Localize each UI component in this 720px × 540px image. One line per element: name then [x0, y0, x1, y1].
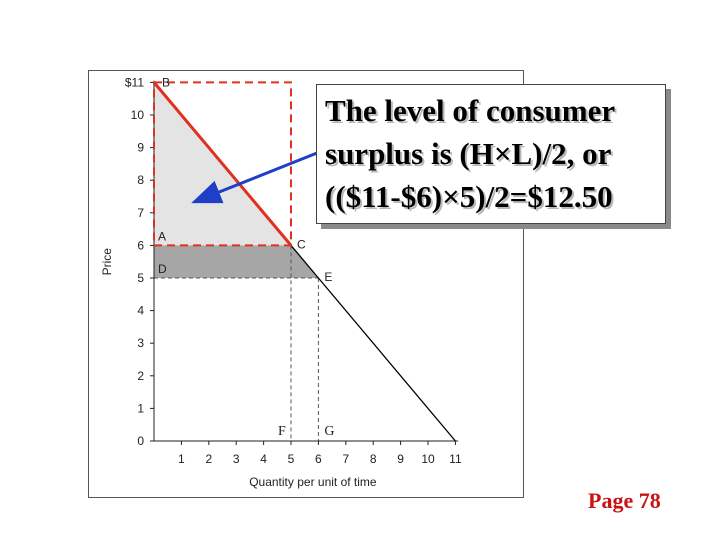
guide-lines [154, 245, 319, 441]
extra-surplus-area [154, 245, 319, 278]
demand-chart: 1 2 3 4 5 6 7 8 9 10 11 0 1 2 3 4 5 6 7 8 9 10 $11 Quantity per… [100, 75, 462, 489]
highlight-dashed-rectangle [153, 81, 292, 247]
arrow-group [191, 151, 318, 204]
x-tick-label: 10 [421, 452, 435, 466]
y-tick-label: 6 [137, 238, 144, 252]
x-axis-title: Quantity per unit of time [249, 475, 377, 489]
callout-line-3: (($11-$6)×5)/2=$12.50 [325, 179, 613, 214]
point-label-b: B [162, 75, 170, 89]
callout-line-1: The level of consumer [325, 93, 616, 128]
x-tick-label: 8 [370, 452, 377, 466]
point-label-f: F [278, 424, 286, 439]
page-number-label: Page 78 [588, 488, 661, 513]
x-tick-label: 4 [260, 452, 267, 466]
point-label-g: G [324, 424, 334, 439]
callout-arrow [191, 151, 318, 204]
y-tick-label: 3 [137, 336, 144, 350]
callout-line-2: surplus is (H×L)/2, or [325, 136, 612, 171]
y-tick-label: 8 [137, 173, 144, 187]
point-label-a: A [158, 229, 166, 243]
y-tick-label: 2 [137, 369, 144, 383]
x-tick-label: 11 [449, 452, 462, 466]
y-tick-label: 10 [131, 108, 145, 122]
x-tick-label: 3 [233, 452, 240, 466]
x-tick-label: 6 [315, 452, 322, 466]
labels-group: B A C D E F G [158, 75, 335, 439]
x-tick-label: 9 [397, 452, 404, 466]
y-tick-label: 4 [137, 304, 144, 318]
y-tick-label: 1 [137, 401, 144, 415]
point-label-c: C [297, 237, 306, 251]
x-tick-label: 2 [205, 452, 212, 466]
y-tick-label: 5 [137, 271, 144, 285]
y-axis-title: Price [100, 248, 114, 276]
highlight-group [152, 81, 293, 247]
point-label-e: E [324, 270, 332, 284]
callout-box: The level of consumer surplus is (H×L)/2… [316, 84, 666, 224]
y-tick-label: 0 [137, 434, 144, 448]
x-tick-label: 1 [178, 452, 185, 466]
highlight-red-segment [152, 81, 293, 247]
x-tick-label: 5 [288, 452, 295, 466]
y-tick-label: $11 [125, 75, 144, 89]
point-label-d: D [158, 262, 167, 276]
y-tick-label: 9 [137, 141, 144, 155]
y-tick-label: 7 [137, 206, 144, 220]
axes: 1 2 3 4 5 6 7 8 9 10 11 0 1 2 3 4 5 6 7 8 9 10 $11 Quantity per… [100, 75, 462, 489]
x-tick-label: 7 [342, 452, 349, 466]
